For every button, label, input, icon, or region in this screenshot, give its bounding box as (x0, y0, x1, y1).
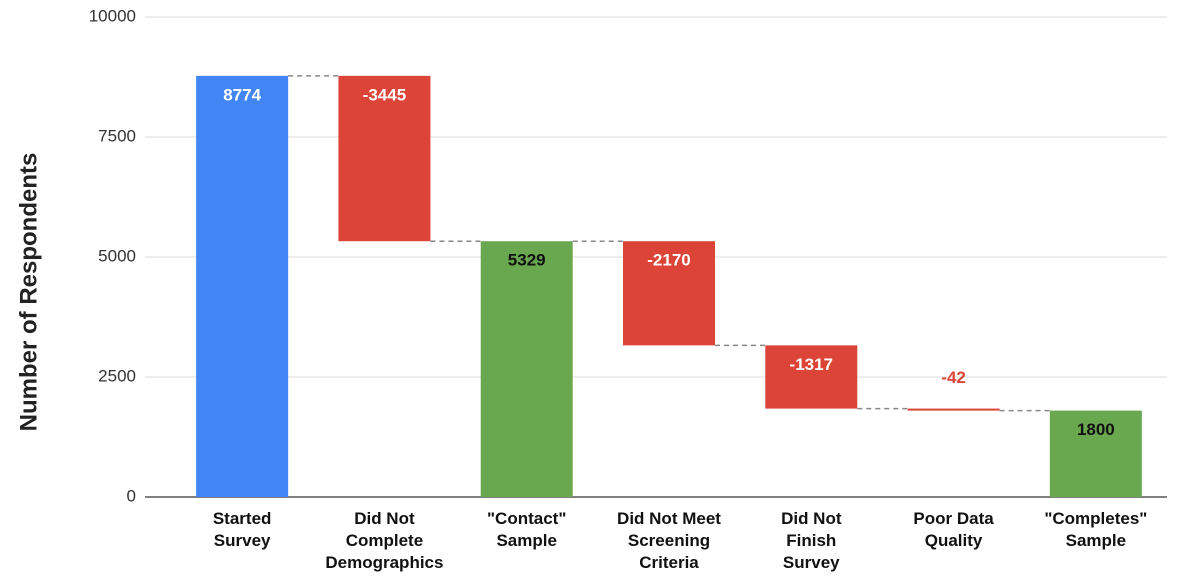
value-label: 8774 (223, 85, 261, 104)
bar (1049, 410, 1142, 497)
bar (765, 345, 858, 409)
x-tick-label: "Contact" Sample (487, 509, 566, 550)
y-axis-label: Number of Respondents (15, 153, 42, 432)
bar (623, 241, 715, 346)
value-label: -2170 (647, 251, 690, 270)
y-tick-label: 0 (127, 486, 136, 505)
y-tick-label: 2500 (98, 366, 136, 385)
value-label: -1317 (790, 355, 833, 374)
value-label: 5329 (508, 251, 546, 270)
value-label: -42 (941, 368, 966, 387)
y-tick-label: 10000 (89, 6, 136, 25)
y-tick-label: 5000 (98, 246, 136, 265)
x-tick-label: Did Not Finish Survey (781, 509, 842, 572)
x-tick-label: Started Survey (213, 509, 272, 550)
value-label: 1800 (1077, 420, 1115, 439)
bar (196, 75, 289, 498)
x-tick-label: "Completes" Sample (1044, 509, 1147, 550)
x-tick-label: Did Not Complete Demographics (325, 509, 443, 572)
bar (338, 75, 431, 242)
y-tick-label: 7500 (98, 126, 136, 145)
x-tick-label: Poor Data Quality (913, 509, 994, 550)
value-label: -3445 (363, 85, 406, 104)
bar (907, 408, 1000, 411)
x-tick-label: Did Not Meet Screening Criteria (617, 509, 721, 572)
bar (480, 241, 573, 497)
